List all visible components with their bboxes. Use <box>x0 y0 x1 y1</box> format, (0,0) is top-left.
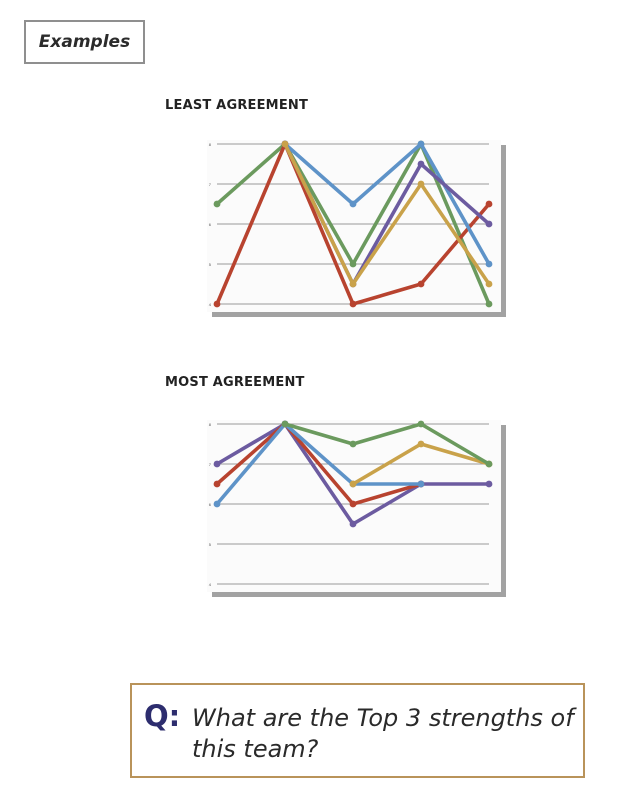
y-tick-label: 4 <box>209 582 212 587</box>
data-point <box>485 280 493 288</box>
data-point <box>485 200 493 208</box>
series-line <box>283 422 491 466</box>
data-point <box>417 420 425 428</box>
data-point <box>349 200 357 208</box>
data-point <box>417 140 425 148</box>
y-tick-label: 5 <box>209 542 212 547</box>
chart-least-agreement: 4 5 6 7 8 <box>205 138 506 318</box>
data-point <box>485 480 493 488</box>
data-point <box>213 500 221 508</box>
data-point <box>349 500 357 508</box>
data-point <box>485 300 493 308</box>
examples-label: Examples <box>24 20 145 64</box>
data-point <box>213 300 221 308</box>
y-tick-label: 8 <box>209 142 212 147</box>
data-point <box>281 420 289 428</box>
data-point <box>213 200 221 208</box>
data-point <box>417 440 425 448</box>
y-tick-label: 6 <box>209 502 212 507</box>
data-point <box>349 280 357 288</box>
chart-title-least-agreement: LEAST AGREEMENT <box>165 98 309 113</box>
data-point <box>349 260 357 268</box>
data-point <box>485 260 493 268</box>
y-tick-label: 6 <box>209 222 212 227</box>
data-point <box>485 460 493 468</box>
data-point <box>281 140 289 148</box>
data-point <box>417 180 425 188</box>
chart-title-most-agreement: MOST AGREEMENT <box>165 375 305 390</box>
data-point <box>417 280 425 288</box>
data-point <box>213 460 221 468</box>
line-chart-most-agreement: 4 5 6 7 8 <box>207 420 506 597</box>
question-mark-label: Q: <box>144 699 181 733</box>
y-tick-label: 7 <box>209 462 212 467</box>
series-line <box>215 422 423 506</box>
series-line <box>283 142 491 266</box>
data-point <box>417 480 425 488</box>
y-tick-label: 7 <box>209 182 212 187</box>
question-box: Q: What are the Top 3 strengths of this … <box>130 683 585 778</box>
data-point <box>485 220 493 228</box>
data-point <box>349 480 357 488</box>
y-tick-label: 5 <box>209 262 212 267</box>
question-text: What are the Top 3 strengths of this tea… <box>192 704 574 763</box>
series-line <box>215 422 423 506</box>
line-chart-least-agreement: 4 5 6 7 8 <box>207 140 506 317</box>
data-point <box>417 160 425 168</box>
data-point <box>349 300 357 308</box>
data-point <box>349 520 357 528</box>
series-line <box>283 142 491 286</box>
chart-most-agreement: 4 5 6 7 8 <box>205 418 506 598</box>
y-tick-label: 8 <box>209 422 212 427</box>
data-point <box>213 480 221 488</box>
y-tick-label: 4 <box>209 302 212 307</box>
data-point <box>349 440 357 448</box>
